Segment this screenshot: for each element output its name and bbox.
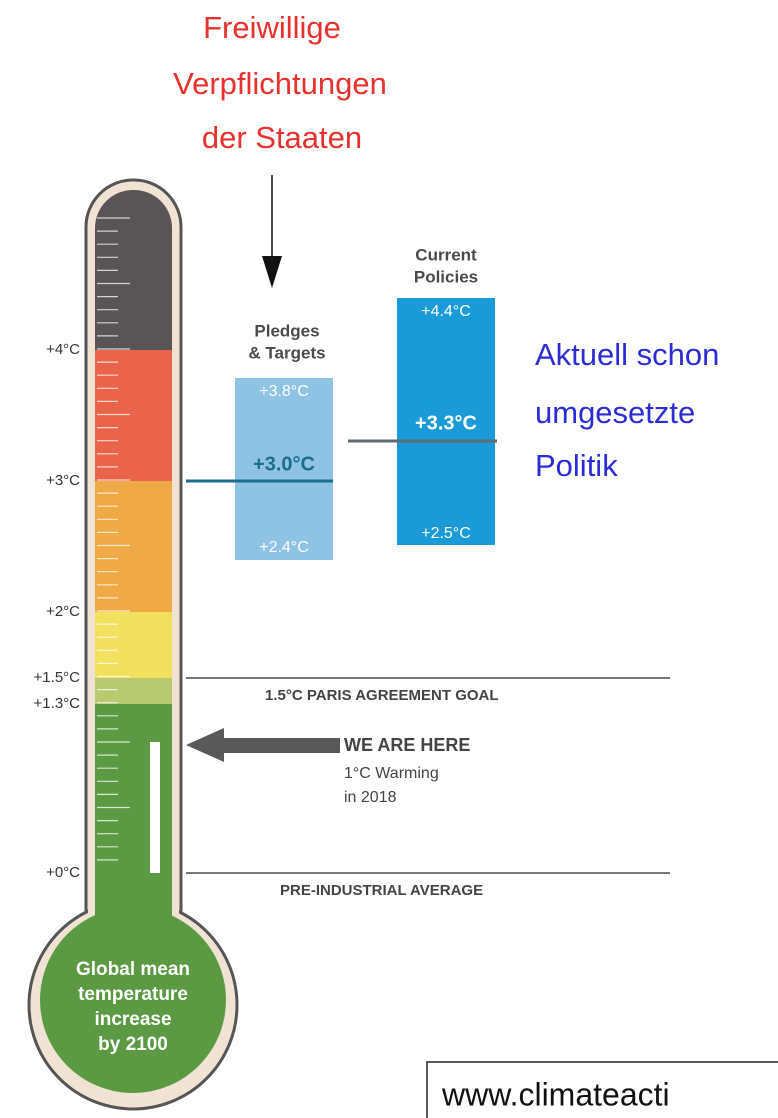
box-title: & Targets — [248, 343, 325, 362]
bulb-text: Global mean temperature increase by 2100 — [76, 959, 190, 1055]
policies: Current Policies +4.4°C +3.3°C +2.5°C — [348, 245, 497, 545]
note-line: Freiwillige — [203, 10, 341, 45]
note-line: Politik — [535, 448, 618, 483]
we-are-here-line: 1°C Warming — [344, 765, 439, 782]
policies-range — [397, 298, 495, 545]
bulb-line: temperature — [78, 984, 188, 1005]
pre-industrial: PRE-INDUSTRIAL AVERAGE — [280, 882, 483, 899]
scale-label: +1.5°C — [34, 669, 81, 686]
bulb-line: increase — [94, 1009, 171, 1030]
range-mid: +3.0°C — [253, 453, 315, 475]
box-title: Current — [415, 245, 477, 264]
scale-label: +0°C — [46, 864, 80, 881]
scale-label: +2°C — [46, 603, 80, 620]
pledges: Pledges & Targets +3.8°C +3.0°C +2.4°C — [186, 321, 333, 560]
paris-goal: 1.5°C PARIS AGREEMENT GOAL — [265, 687, 499, 704]
note-line: der Staaten — [202, 120, 362, 155]
we-are-here: WE ARE HERE 1°C Warming in 2018 — [186, 728, 470, 806]
scale-label: +1.3°C — [34, 695, 81, 712]
source-box — [426, 1061, 778, 1118]
range-mid: +3.3°C — [415, 412, 477, 434]
bulb-line: by 2100 — [98, 1034, 168, 1055]
scale-label: +3°C — [46, 472, 80, 489]
arrow-head — [186, 728, 224, 762]
pledges-range — [235, 378, 333, 560]
arrow-head — [262, 256, 282, 288]
scale-labels: +4°C +3°C +2°C +1.5°C +1.3°C +0°C — [34, 341, 81, 881]
range-high: +4.4°C — [421, 303, 471, 320]
bulb-line: Global mean — [76, 959, 190, 980]
box-title: Policies — [414, 267, 478, 286]
range-low: +2.4°C — [259, 539, 309, 556]
box-title: Pledges — [254, 321, 319, 340]
tube-ticks — [97, 217, 130, 861]
note-line: Verpflichtungen — [173, 66, 387, 101]
source: www.climateacti — [441, 1076, 670, 1112]
arrow-shaft — [222, 738, 340, 753]
note-line: umgesetzte — [535, 395, 695, 430]
range-low: +2.5°C — [421, 525, 471, 542]
pledges-note: Freiwillige Verpflichtungen der Staaten — [173, 10, 387, 288]
we-are-here-title: WE ARE HERE — [344, 735, 470, 755]
range-high: +3.8°C — [259, 383, 309, 400]
scale-label: +4°C — [46, 341, 80, 358]
we-are-here-line: in 2018 — [344, 789, 397, 806]
note-line: Aktuell schon — [535, 337, 719, 372]
policies-note: Aktuell schon umgesetzte Politik — [535, 337, 719, 483]
